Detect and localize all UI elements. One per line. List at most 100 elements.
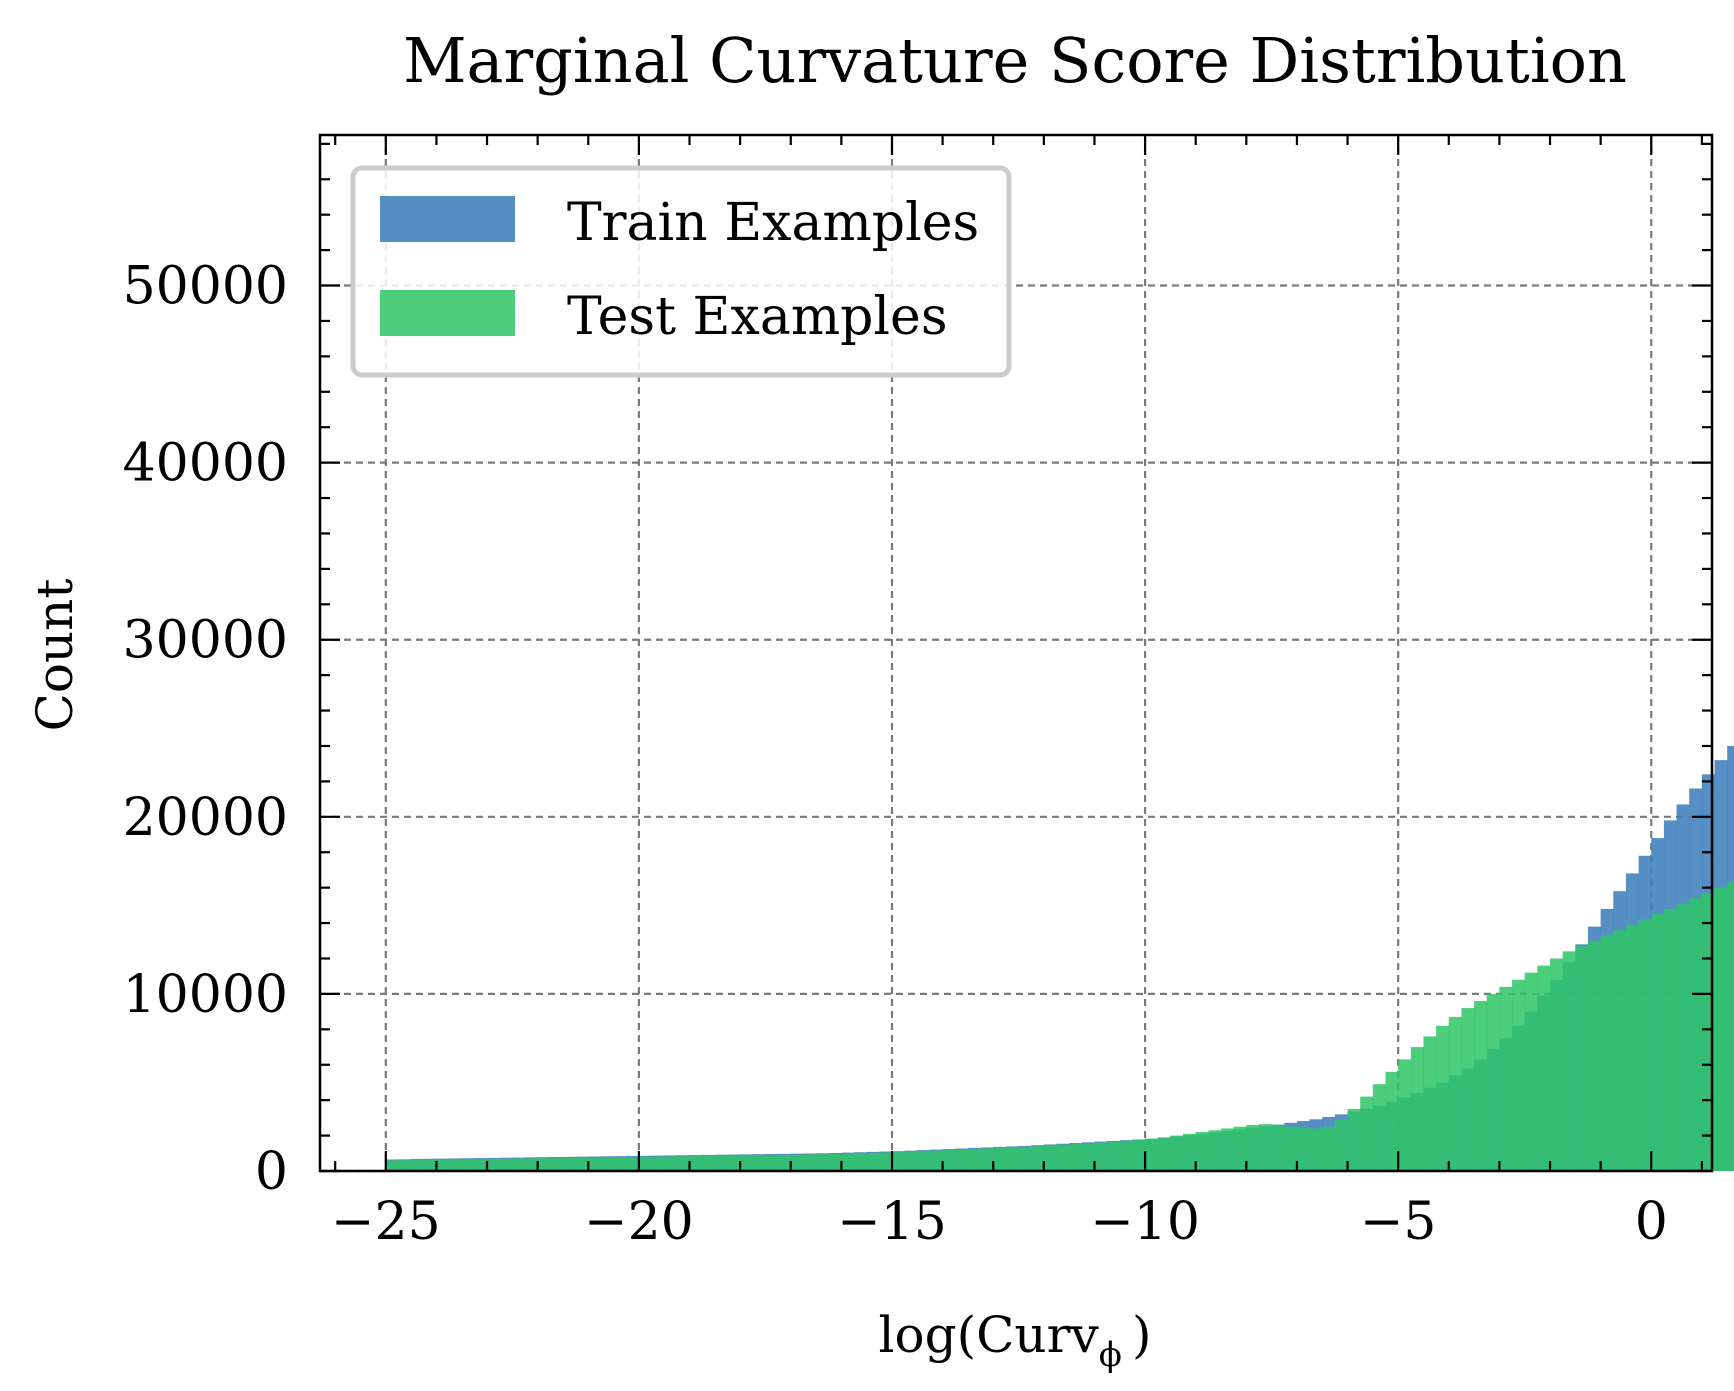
test-bar-98 — [1625, 924, 1640, 1171]
test-bar-13 — [550, 1158, 564, 1171]
test-bar-93 — [1562, 951, 1576, 1171]
test-bar-106 — [1727, 882, 1734, 1171]
test-bar-76 — [1347, 1109, 1361, 1171]
test-bar-50 — [1018, 1146, 1032, 1171]
test-bar-73 — [1309, 1128, 1323, 1171]
test-bar-92 — [1550, 958, 1564, 1171]
legend-swatch-train — [380, 196, 515, 242]
plot-frame — [318, 133, 1714, 1173]
legend-swatch-test — [380, 290, 515, 336]
test-bar-29 — [752, 1155, 766, 1171]
test-bar-19 — [626, 1157, 640, 1171]
test-bar-41 — [904, 1151, 918, 1171]
test-bar-64 — [1195, 1132, 1209, 1171]
test-bar-22 — [664, 1156, 678, 1171]
test-bar-12 — [537, 1158, 551, 1171]
test-bar-61 — [1157, 1137, 1171, 1171]
test-bar-57 — [1107, 1141, 1121, 1171]
test-bar-82 — [1423, 1036, 1437, 1171]
test-bar-65 — [1208, 1130, 1222, 1171]
y-tick-label-5: 50000 — [123, 257, 288, 317]
test-bar-9 — [499, 1158, 513, 1171]
x-tick-label-4: −5 — [1360, 1192, 1437, 1252]
y-tick-label-3: 30000 — [123, 611, 288, 671]
test-bar-47 — [980, 1148, 994, 1171]
test-bar-28 — [740, 1155, 754, 1171]
test-bar-24 — [689, 1156, 703, 1171]
legend: Train Examples Test Examples — [350, 165, 1012, 378]
test-bar-25 — [702, 1155, 716, 1171]
test-bar-87 — [1486, 993, 1500, 1171]
test-bar-97 — [1613, 930, 1627, 1171]
test-bar-52 — [1043, 1145, 1057, 1171]
test-bar-99 — [1638, 919, 1652, 1171]
test-bar-103 — [1689, 898, 1703, 1171]
x-tick-label-5: 0 — [1635, 1192, 1668, 1252]
test-bar-62 — [1170, 1135, 1184, 1171]
test-bar-88 — [1499, 986, 1513, 1171]
test-bar-79 — [1385, 1071, 1399, 1171]
test-bar-70 — [1271, 1124, 1285, 1171]
test-bar-80 — [1398, 1059, 1412, 1171]
test-bar-85 — [1461, 1008, 1475, 1171]
test-bar-68 — [1246, 1124, 1260, 1171]
test-bar-35 — [828, 1153, 842, 1171]
test-bar-6 — [461, 1159, 475, 1171]
test-bar-14 — [562, 1157, 577, 1171]
test-bar-21 — [651, 1156, 665, 1171]
test-bar-16 — [588, 1157, 602, 1171]
test-bar-81 — [1410, 1047, 1424, 1171]
test-bar-2 — [411, 1160, 425, 1171]
legend-label-test: Test Examples — [567, 287, 948, 347]
x-tick-label-1: −20 — [584, 1192, 694, 1252]
x-tick-label-2: −15 — [837, 1192, 947, 1252]
test-bar-101 — [1663, 908, 1677, 1171]
test-bar-4 — [436, 1159, 450, 1171]
test-bar-46 — [967, 1149, 981, 1171]
y-tick-label-4: 40000 — [123, 434, 288, 494]
test-bar-53 — [1056, 1144, 1070, 1171]
test-bar-55 — [1081, 1143, 1095, 1171]
test-bar-36 — [841, 1153, 855, 1171]
y-tick-label-1: 10000 — [123, 965, 288, 1025]
test-bar-1 — [398, 1160, 412, 1171]
test-bar-3 — [423, 1159, 437, 1171]
test-bar-102 — [1676, 903, 1690, 1171]
test-bar-17 — [600, 1157, 614, 1171]
test-bar-95 — [1587, 940, 1602, 1171]
test-bar-30 — [765, 1155, 779, 1171]
x-axis-label: log(Curvϕ) — [879, 1306, 1152, 1375]
test-bar-63 — [1183, 1133, 1197, 1171]
test-bar-54 — [1069, 1144, 1083, 1171]
test-bar-0 — [385, 1160, 399, 1171]
test-bar-39 — [879, 1152, 893, 1171]
test-bar-78 — [1372, 1084, 1386, 1171]
test-bar-26 — [714, 1155, 728, 1171]
test-bar-49 — [1005, 1147, 1019, 1171]
test-bar-72 — [1296, 1127, 1310, 1171]
x-tick-label-0: −25 — [331, 1192, 441, 1252]
test-bar-59 — [1132, 1139, 1146, 1171]
test-bar-37 — [854, 1153, 868, 1171]
y-tick-label-2: 20000 — [123, 788, 288, 848]
test-bar-74 — [1322, 1126, 1336, 1171]
test-bar-75 — [1334, 1119, 1348, 1171]
test-bar-15 — [575, 1157, 589, 1171]
test-bar-56 — [1094, 1142, 1108, 1171]
y-tick-label-0: 0 — [255, 1142, 288, 1202]
test-bar-5 — [449, 1159, 463, 1171]
test-bar-66 — [1221, 1128, 1235, 1171]
test-bar-84 — [1448, 1016, 1462, 1171]
test-bar-7 — [474, 1159, 488, 1171]
test-bar-51 — [1031, 1146, 1045, 1171]
test-bar-32 — [790, 1154, 804, 1171]
x-axis-label-subscript: ϕ — [1099, 1335, 1122, 1375]
y-axis-label: Count — [26, 579, 84, 732]
test-bar-43 — [929, 1150, 944, 1171]
test-bar-69 — [1258, 1124, 1273, 1171]
y-tick-labels: 0 10000 20000 30000 40000 50000 — [123, 257, 288, 1202]
test-bar-71 — [1284, 1126, 1298, 1171]
test-bar-33 — [803, 1154, 817, 1171]
test-bar-27 — [727, 1155, 741, 1171]
test-bar-18 — [613, 1157, 627, 1171]
